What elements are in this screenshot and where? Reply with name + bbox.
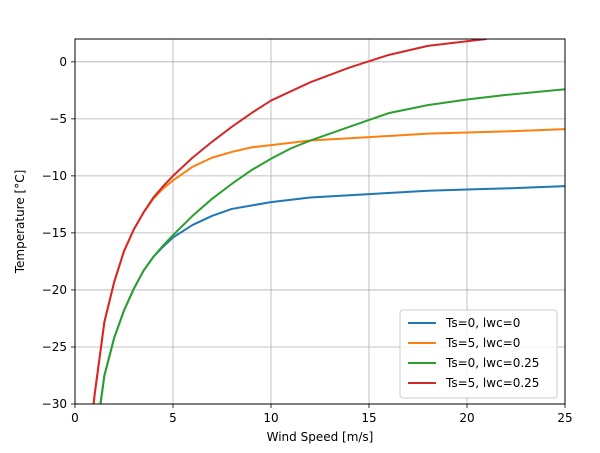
- x-tick-label: 25: [557, 411, 572, 425]
- legend: Ts=0, lwc=0 Ts=5, lwc=0 Ts=0, lwc=0.25 Ts=5…: [399, 309, 558, 399]
- plot-frame: [74, 38, 566, 405]
- y-tick-label: −10: [42, 169, 67, 183]
- y-tick-label: −25: [42, 340, 67, 354]
- y-tick-label: −5: [49, 112, 67, 126]
- x-axis-label: Wind Speed [m/s]: [267, 430, 374, 444]
- y-tick-label: −20: [42, 283, 67, 297]
- y-tick-label: 0: [59, 55, 67, 69]
- x-tick-label: 0: [71, 411, 79, 425]
- x-tick-label: 20: [459, 411, 474, 425]
- legend-box: [399, 309, 558, 399]
- legend-label: Ts=5, lwc=0: [445, 336, 520, 350]
- x-tick-label: 15: [361, 411, 376, 425]
- y-axis-label: Temperature [°C]: [13, 170, 27, 275]
- y-tick-label: −15: [42, 226, 67, 240]
- legend-label: Ts=5, lwc=0.25: [445, 376, 539, 390]
- legend-label: Ts=0, lwc=0: [445, 316, 520, 330]
- legend-label: Ts=0, lwc=0.25: [445, 356, 539, 370]
- x-axis: 0 5 10 15 20 25: [71, 404, 573, 425]
- x-tick-label: 5: [169, 411, 177, 425]
- series-line-3: [99, 88, 565, 404]
- y-axis: 0 −5 −10 −15 −20 −25 −30: [42, 55, 75, 411]
- plot-series: [92, 39, 565, 404]
- y-tick-label: −30: [42, 397, 67, 411]
- series-line-4: [92, 39, 487, 404]
- x-tick-label: 10: [263, 411, 278, 425]
